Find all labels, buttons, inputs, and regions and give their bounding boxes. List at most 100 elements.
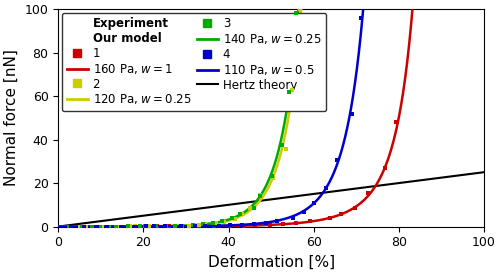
Point [364, 191, 372, 196]
Point [64, 224, 72, 229]
Point [336, 212, 344, 217]
Point [348, 112, 356, 116]
Point [68, 224, 76, 229]
Point [306, 219, 314, 224]
Point [256, 194, 264, 199]
Point [144, 224, 152, 229]
Point [178, 224, 186, 229]
Point [246, 206, 254, 211]
Point [170, 224, 178, 228]
Point [310, 201, 318, 206]
Point [226, 223, 234, 228]
Point [218, 219, 226, 223]
Point [282, 147, 290, 151]
Y-axis label: Normal force [nN]: Normal force [nN] [4, 49, 19, 186]
Point [333, 158, 341, 162]
Point [153, 224, 161, 229]
Point [285, 90, 293, 95]
Point [138, 224, 146, 229]
Point [214, 224, 222, 228]
Point [296, 7, 304, 12]
Point [152, 224, 160, 229]
Point [93, 224, 101, 229]
Point [266, 223, 274, 227]
Point [66, 224, 74, 229]
Point [292, 11, 300, 15]
Point [288, 88, 296, 93]
Point [322, 186, 330, 190]
Point [208, 221, 216, 225]
Point [228, 216, 236, 220]
Point [64, 224, 72, 229]
Point [240, 224, 248, 228]
Point [126, 224, 134, 229]
Point [262, 221, 270, 225]
Point [96, 224, 104, 229]
Point [162, 224, 170, 228]
Point [112, 224, 120, 229]
Point [184, 224, 192, 228]
Point [250, 222, 258, 226]
Point [114, 224, 122, 229]
Point [194, 224, 202, 229]
Point [198, 222, 206, 227]
Point [278, 143, 286, 147]
Point [82, 224, 90, 229]
Point [150, 224, 158, 229]
Point [103, 224, 111, 229]
Point [126, 224, 134, 229]
X-axis label: Deformation [%]: Deformation [%] [208, 255, 334, 270]
Point [268, 174, 276, 178]
Point [80, 224, 88, 229]
Point [256, 193, 264, 198]
Point [78, 224, 86, 229]
Point [76, 224, 84, 229]
Point [142, 224, 150, 229]
Point [238, 212, 246, 217]
Point [392, 120, 400, 124]
Point [351, 206, 359, 210]
Point [238, 223, 246, 227]
Point [210, 224, 218, 228]
Point [88, 224, 96, 229]
Point [132, 224, 140, 229]
Point [273, 218, 281, 223]
Point [191, 224, 199, 229]
Point [105, 224, 113, 229]
Point [195, 223, 203, 227]
Point [250, 206, 258, 210]
Point [82, 224, 90, 229]
Point [212, 221, 220, 226]
Point [201, 222, 209, 227]
Point [117, 224, 125, 229]
Point [300, 210, 308, 214]
Point [190, 223, 198, 227]
Point [356, 15, 364, 20]
Point [165, 224, 173, 229]
Point [178, 223, 186, 228]
Point [220, 219, 228, 224]
Point [236, 212, 244, 216]
Point [130, 224, 138, 229]
Point [231, 217, 239, 221]
Point [162, 224, 170, 228]
Point [136, 224, 143, 229]
Point [98, 224, 106, 229]
Point [162, 224, 170, 229]
Point [252, 223, 260, 228]
Point [278, 222, 286, 226]
Point [226, 224, 234, 228]
Point [201, 224, 209, 228]
Point [112, 224, 120, 229]
Point [290, 215, 298, 220]
Point [150, 224, 158, 229]
Point [124, 224, 132, 229]
Point [178, 224, 186, 229]
Legend: Experiment, Our model, 1, 160 Pa, $w = 1$, 2, 120 Pa, $w = 0.25$, 3, 140 Pa, $w : Experiment, Our model, 1, 160 Pa, $w = 1… [62, 13, 326, 111]
Point [292, 221, 300, 225]
Point [269, 176, 277, 181]
Point [326, 216, 334, 221]
Point [142, 224, 150, 229]
Point [95, 224, 103, 229]
Point [170, 224, 178, 228]
